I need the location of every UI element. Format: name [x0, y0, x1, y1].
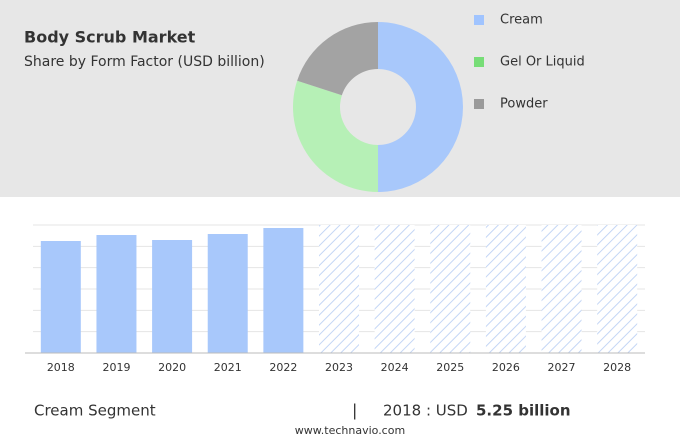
- bar: [263, 228, 304, 353]
- footer-source: www.technavio.com: [295, 424, 405, 437]
- x-tick-label: 2028: [603, 361, 631, 374]
- forecast-bar: [597, 225, 638, 353]
- x-tick-label: 2020: [158, 361, 186, 374]
- x-tick-label: 2023: [325, 361, 353, 374]
- forecast-bar: [485, 225, 526, 353]
- legend-marker: [474, 57, 484, 67]
- legend-label: Cream: [500, 13, 543, 28]
- legend-marker: [474, 99, 484, 109]
- forecast-bar: [319, 225, 359, 353]
- x-tick-label: 2021: [214, 361, 242, 374]
- x-tick-label: 2026: [492, 361, 520, 374]
- footer-separator: |: [352, 401, 357, 420]
- chart-subtitle: Share by Form Factor (USD billion): [24, 54, 265, 70]
- footer-value: 5.25 billion: [476, 402, 571, 420]
- donut-segment: [292, 80, 378, 192]
- x-tick-label: 2022: [269, 361, 297, 374]
- bar: [40, 241, 81, 353]
- x-tick-label: 2027: [548, 361, 576, 374]
- bar: [207, 234, 248, 353]
- forecast-bar: [430, 225, 471, 353]
- legend-label: Gel Or Liquid: [500, 55, 585, 70]
- donut-segment: [297, 22, 378, 96]
- bar: [96, 235, 137, 353]
- forecast-bar: [541, 225, 582, 353]
- x-tick-label: 2024: [381, 361, 409, 374]
- footer-segment: Cream Segment: [34, 402, 156, 420]
- x-tick-label: 2018: [47, 361, 75, 374]
- legend-marker: [474, 15, 484, 25]
- footer-year: 2018 : USD: [383, 402, 468, 420]
- x-tick-label: 2019: [102, 361, 130, 374]
- forecast-bar: [374, 225, 415, 353]
- legend-label: Powder: [500, 97, 548, 112]
- x-tick-label: 2025: [436, 361, 464, 374]
- bar: [152, 240, 193, 353]
- chart-title: Body Scrub Market: [24, 28, 196, 47]
- donut-segment: [378, 22, 463, 192]
